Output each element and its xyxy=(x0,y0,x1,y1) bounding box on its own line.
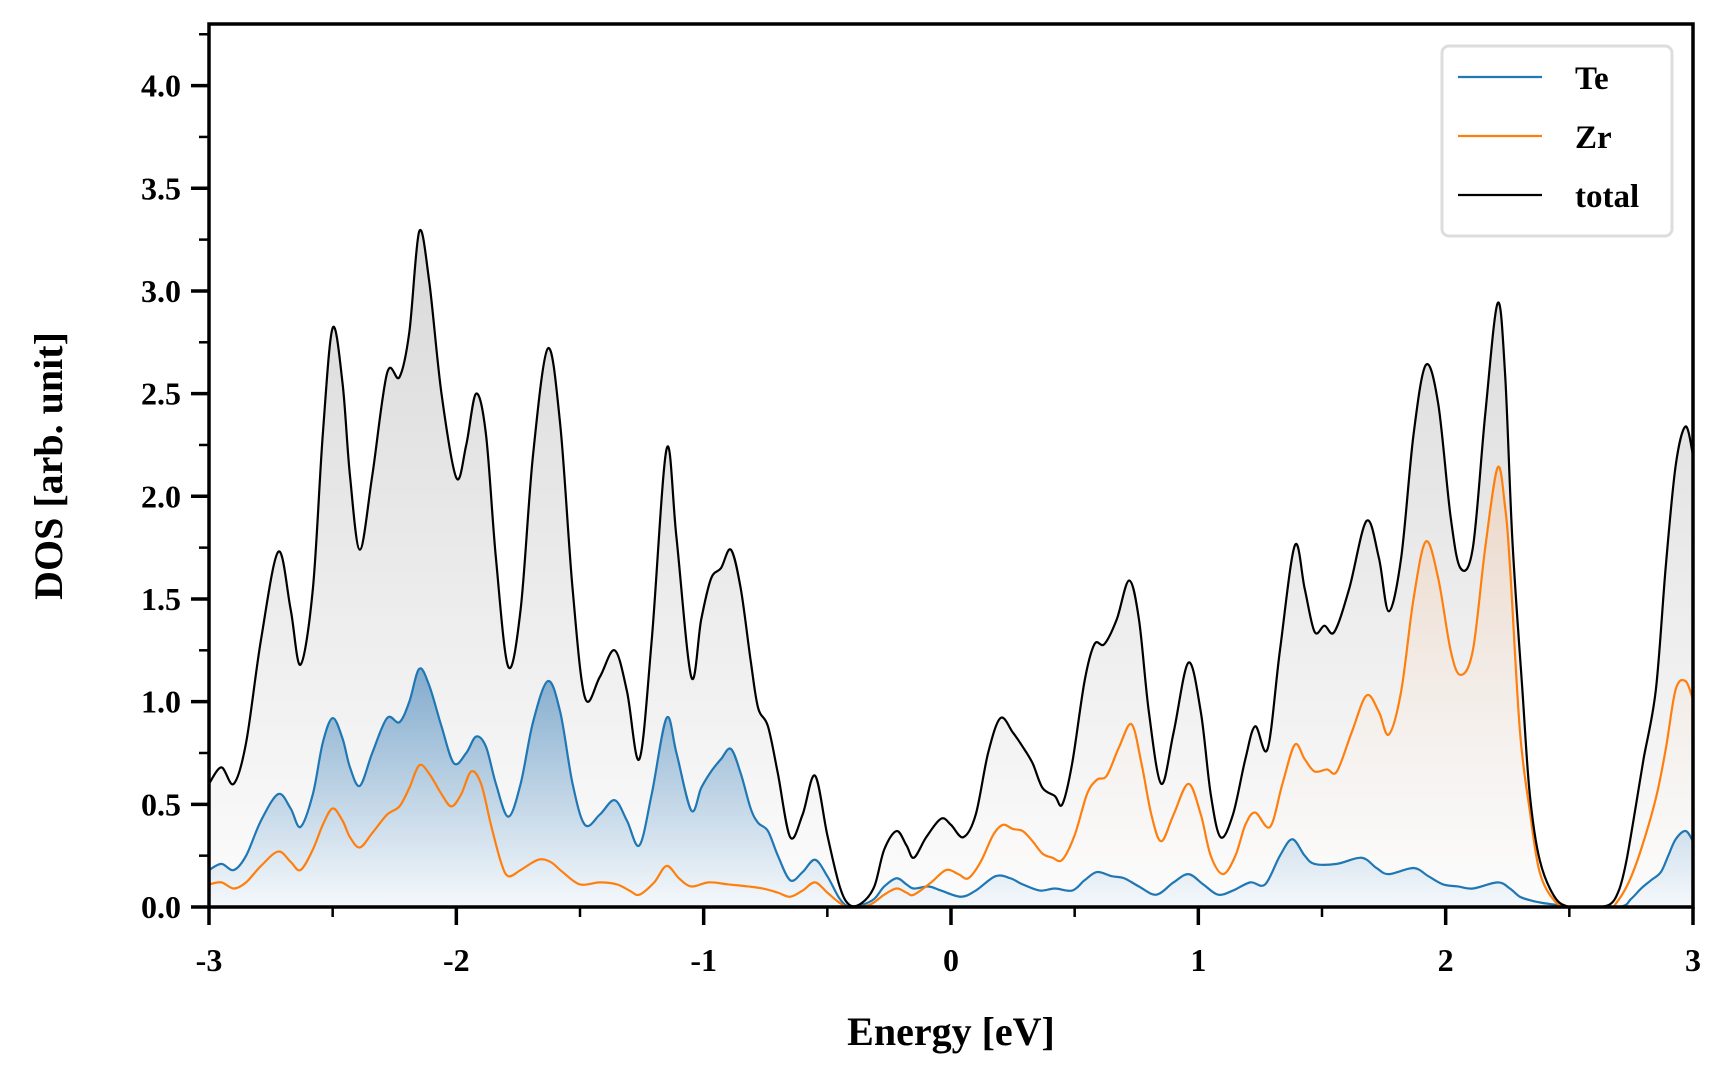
y-tick-label: 3.5 xyxy=(141,170,181,206)
y-axis-title: DOS [arb. unit] xyxy=(26,332,71,600)
y-tick-label: 2.0 xyxy=(141,478,181,514)
zr-line xyxy=(209,465,1693,907)
y-tick-label: 0.5 xyxy=(141,786,181,822)
x-tick-label: 3 xyxy=(1685,942,1701,978)
x-tick-label: 0 xyxy=(943,942,959,978)
legend-label-zr: Zr xyxy=(1575,120,1612,156)
y-tick-label: 4.0 xyxy=(141,68,181,104)
total-fill-area xyxy=(209,229,1693,907)
x-axis-ticks: -3 -2 -1 0 1 2 3 xyxy=(196,907,1701,978)
x-tick-label: -2 xyxy=(443,942,470,978)
plot-area xyxy=(209,228,1693,907)
zr-fill-area xyxy=(209,466,1693,907)
x-tick-label: 1 xyxy=(1190,942,1206,978)
y-tick-label: 0.0 xyxy=(141,889,181,925)
x-tick-label: -1 xyxy=(690,942,717,978)
legend-label-te: Te xyxy=(1575,61,1609,97)
y-tick-label: 1.0 xyxy=(141,684,181,720)
legend-label-total: total xyxy=(1575,179,1639,215)
te-line xyxy=(209,667,1693,907)
axes-frame xyxy=(207,22,1695,909)
legend: Te Zr total xyxy=(1440,44,1674,238)
x-tick-label: 2 xyxy=(1438,942,1454,978)
total-line xyxy=(209,228,1693,907)
y-axis-ticks: 0.0 0.5 1.0 1.5 2.0 2.5 3.0 3.5 4.0 xyxy=(141,33,209,925)
legend-frame xyxy=(1440,44,1674,238)
y-tick-label: 3.0 xyxy=(141,273,181,309)
x-tick-label: -3 xyxy=(196,942,223,978)
te-fill-area xyxy=(209,668,1693,907)
y-tick-label: 2.5 xyxy=(141,376,181,412)
y-tick-label: 1.5 xyxy=(141,581,181,617)
x-axis-title: Energy [eV] xyxy=(847,1009,1055,1054)
